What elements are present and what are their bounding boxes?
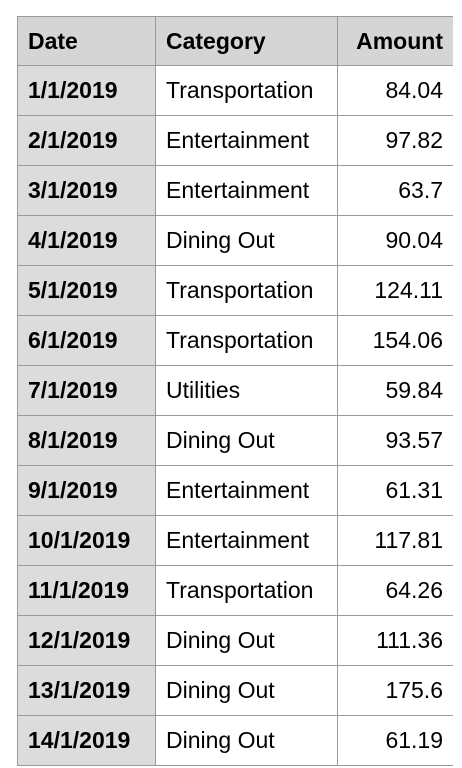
amount-cell[interactable]: 117.81: [337, 515, 453, 566]
date-cell[interactable]: 11/1/2019: [17, 565, 156, 616]
date-cell[interactable]: 3/1/2019: [17, 165, 156, 216]
table-row: 7/1/2019 Utilities 59.84: [17, 365, 453, 416]
category-cell[interactable]: Transportation: [155, 265, 338, 316]
table-row: 11/1/2019 Transportation 64.26: [17, 565, 453, 616]
date-cell[interactable]: 4/1/2019: [17, 215, 156, 266]
category-cell[interactable]: Entertainment: [155, 465, 338, 516]
category-cell[interactable]: Transportation: [155, 315, 338, 366]
date-cell[interactable]: 9/1/2019: [17, 465, 156, 516]
amount-cell[interactable]: 90.04: [337, 215, 453, 266]
amount-cell[interactable]: 61.31: [337, 465, 453, 516]
category-cell[interactable]: Entertainment: [155, 115, 338, 166]
amount-cell[interactable]: 59.84: [337, 365, 453, 416]
date-cell[interactable]: 6/1/2019: [17, 315, 156, 366]
category-cell[interactable]: Transportation: [155, 65, 338, 116]
expense-table: Date Category Amount 1/1/2019 Transportat…: [17, 16, 453, 766]
category-cell[interactable]: Utilities: [155, 365, 338, 416]
amount-cell[interactable]: 154.06: [337, 315, 453, 366]
table-row: 5/1/2019 Transportation 124.11: [17, 265, 453, 316]
date-cell[interactable]: 2/1/2019: [17, 115, 156, 166]
date-cell[interactable]: 14/1/2019: [17, 715, 156, 766]
table-row: 12/1/2019 Dining Out 111.36: [17, 615, 453, 666]
category-cell[interactable]: Entertainment: [155, 515, 338, 566]
table-row: 8/1/2019 Dining Out 93.57: [17, 415, 453, 466]
amount-cell[interactable]: 175.6: [337, 665, 453, 716]
amount-cell[interactable]: 124.11: [337, 265, 453, 316]
table-body: 1/1/2019 Transportation 84.04 2/1/2019 Enter…: [17, 65, 453, 766]
category-cell[interactable]: Dining Out: [155, 215, 338, 266]
category-cell[interactable]: Dining Out: [155, 665, 338, 716]
amount-cell[interactable]: 93.57: [337, 415, 453, 466]
table-row: 2/1/2019 Entertainment 97.82: [17, 115, 453, 166]
date-cell[interactable]: 8/1/2019: [17, 415, 156, 466]
amount-cell[interactable]: 64.26: [337, 565, 453, 616]
date-cell[interactable]: 5/1/2019: [17, 265, 156, 316]
date-cell[interactable]: 13/1/2019: [17, 665, 156, 716]
category-cell[interactable]: Transportation: [155, 565, 338, 616]
table-row: 4/1/2019 Dining Out 90.04: [17, 215, 453, 266]
category-cell[interactable]: Dining Out: [155, 715, 338, 766]
date-cell[interactable]: 10/1/2019: [17, 515, 156, 566]
table-row: 1/1/2019 Transportation 84.04: [17, 65, 453, 116]
expense-table-sheet: Date Category Amount 1/1/2019 Transportat…: [17, 16, 453, 768]
date-cell[interactable]: 12/1/2019: [17, 615, 156, 666]
table-row: 10/1/2019 Entertainment 117.81: [17, 515, 453, 566]
header-row: Date Category Amount: [17, 16, 453, 66]
table-row: 9/1/2019 Entertainment 61.31: [17, 465, 453, 516]
table-row: 13/1/2019 Dining Out 175.6: [17, 665, 453, 716]
column-header-amount[interactable]: Amount: [337, 16, 453, 66]
table-row: 3/1/2019 Entertainment 63.7: [17, 165, 453, 216]
column-header-date[interactable]: Date: [17, 16, 156, 66]
table-row: 6/1/2019 Transportation 154.06: [17, 315, 453, 366]
amount-cell[interactable]: 61.19: [337, 715, 453, 766]
category-cell[interactable]: Dining Out: [155, 615, 338, 666]
category-cell[interactable]: Dining Out: [155, 415, 338, 466]
date-cell[interactable]: 1/1/2019: [17, 65, 156, 116]
column-header-category[interactable]: Category: [155, 16, 338, 66]
amount-cell[interactable]: 63.7: [337, 165, 453, 216]
category-cell[interactable]: Entertainment: [155, 165, 338, 216]
date-cell[interactable]: 7/1/2019: [17, 365, 156, 416]
table-row: 14/1/2019 Dining Out 61.19: [17, 715, 453, 766]
amount-cell[interactable]: 97.82: [337, 115, 453, 166]
amount-cell[interactable]: 111.36: [337, 615, 453, 666]
amount-cell[interactable]: 84.04: [337, 65, 453, 116]
